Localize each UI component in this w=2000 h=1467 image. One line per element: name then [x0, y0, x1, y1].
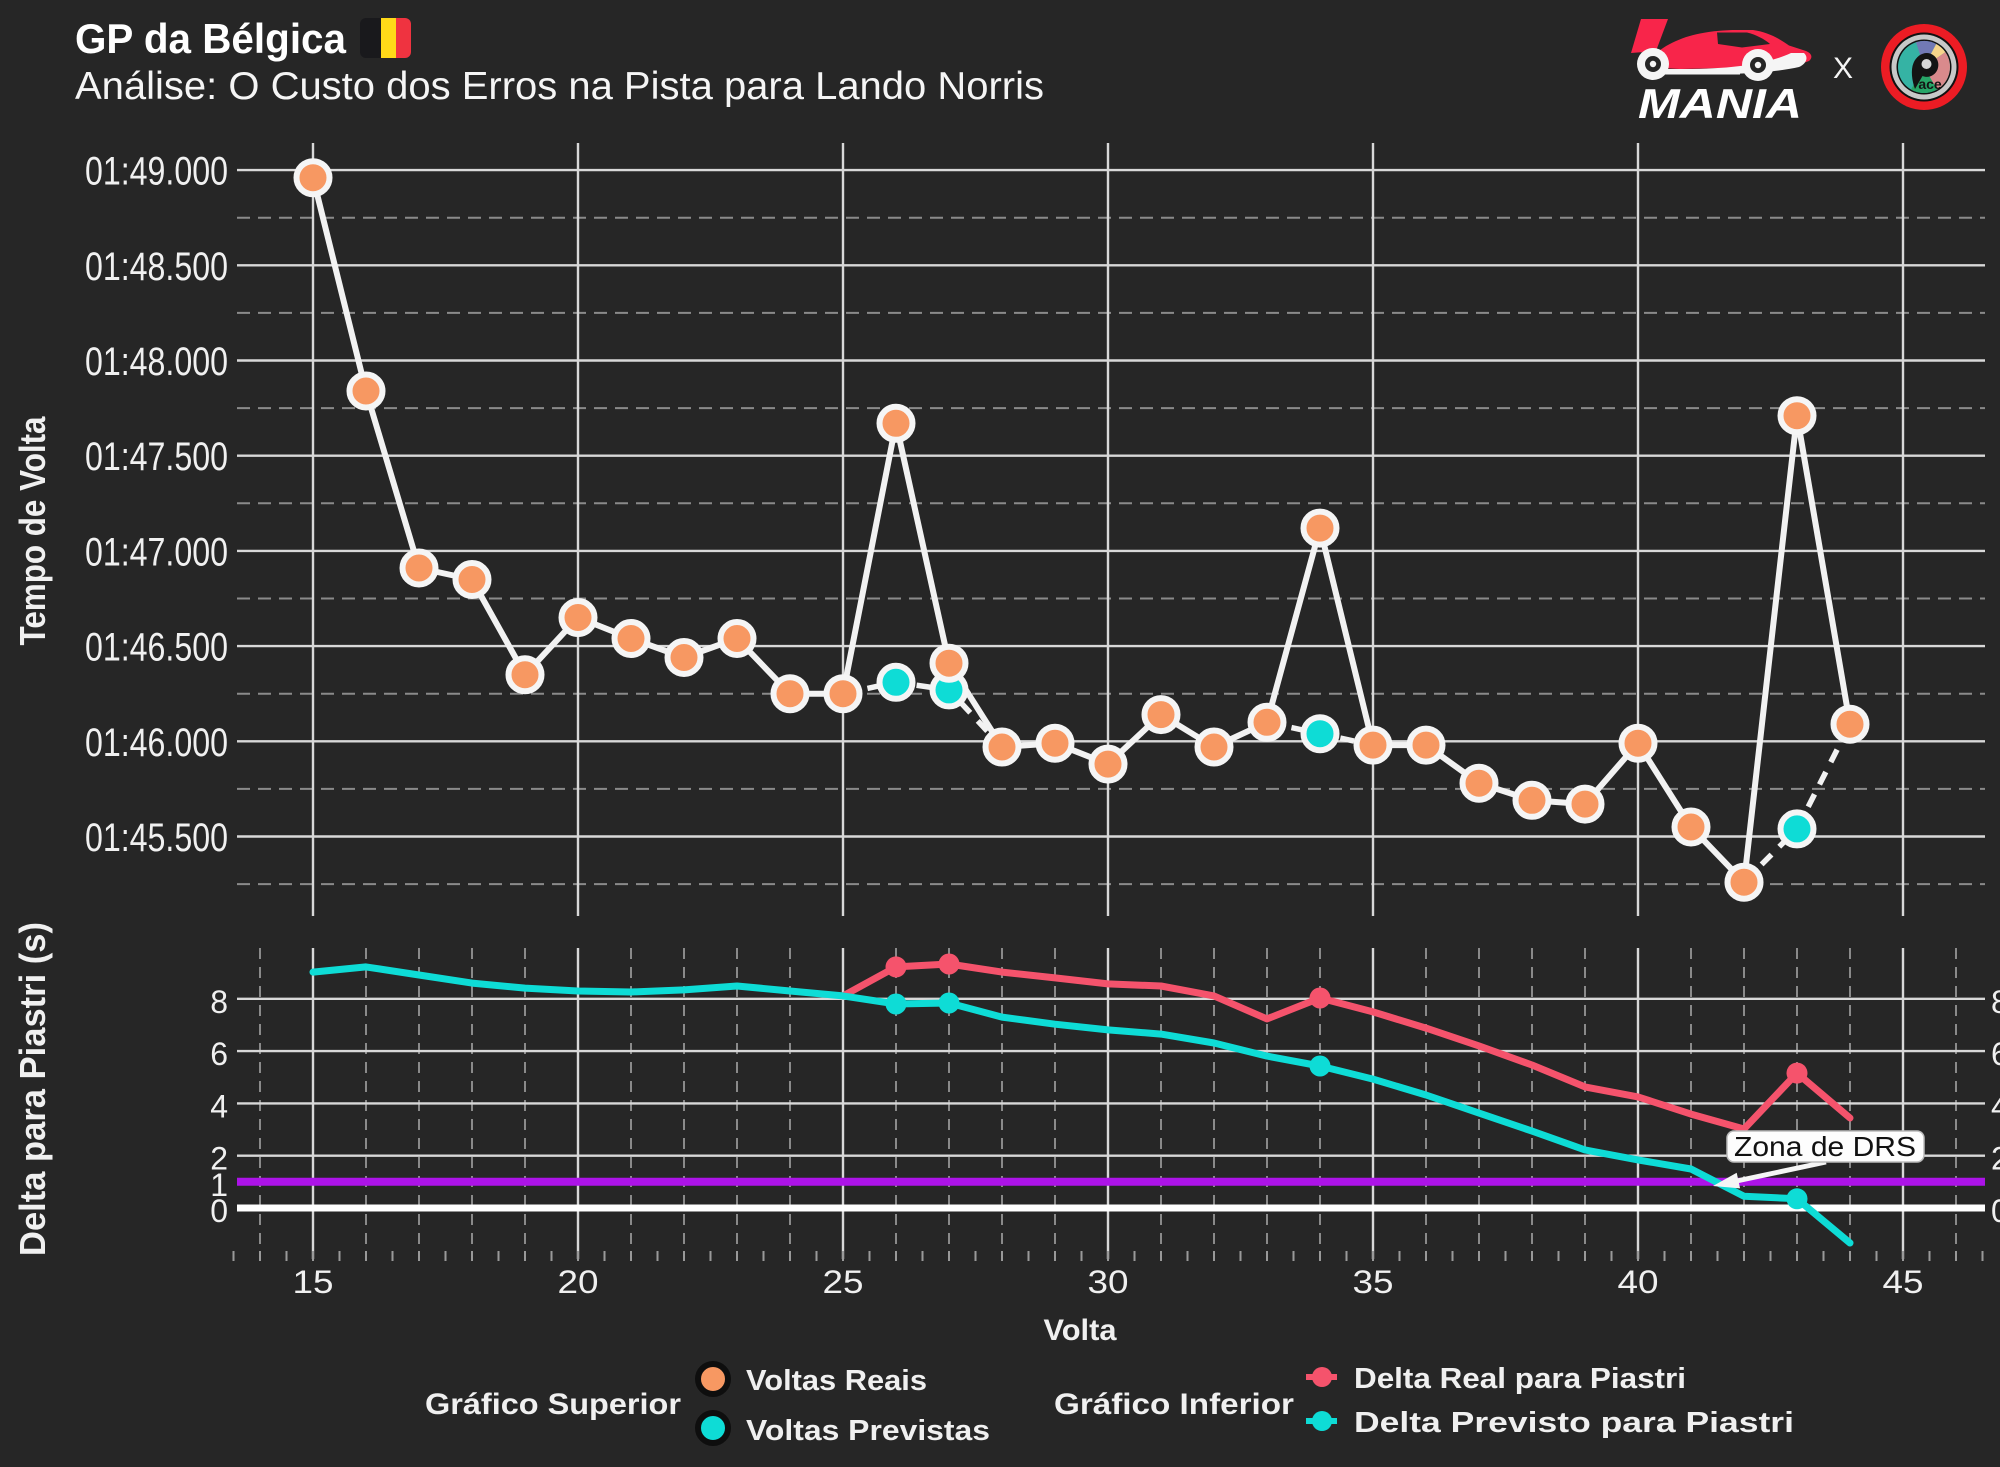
svg-text:40: 40: [1618, 1264, 1659, 1300]
svg-text:2: 2: [1991, 1141, 2000, 1177]
svg-text:01:49.000: 01:49.000: [85, 150, 228, 194]
svg-text:1: 1: [210, 1167, 228, 1203]
svg-text:01:46.500: 01:46.500: [85, 626, 228, 670]
svg-text:8: 8: [210, 984, 228, 1020]
svg-text:Delta Previsto para Piastri: Delta Previsto para Piastri: [1354, 1407, 1794, 1439]
svg-text:Gráfico Inferior: Gráfico Inferior: [1054, 1388, 1294, 1421]
svg-text:6: 6: [1991, 1036, 2000, 1072]
svg-text:MANIA: MANIA: [1638, 80, 1802, 127]
svg-text:4: 4: [1991, 1088, 2000, 1124]
svg-text:Voltas Reais: Voltas Reais: [746, 1365, 927, 1397]
svg-text:45: 45: [1883, 1264, 1924, 1300]
svg-text:01:48.500: 01:48.500: [85, 245, 228, 289]
svg-text:8: 8: [1991, 984, 2000, 1020]
svg-text:30: 30: [1088, 1264, 1129, 1300]
svg-text:Volta: Volta: [1044, 1314, 1117, 1347]
svg-text:Delta para Piastri (s): Delta para Piastri (s): [12, 922, 53, 1256]
svg-text:Delta Real para Piastri: Delta Real para Piastri: [1354, 1363, 1686, 1395]
svg-text:2: 2: [210, 1141, 228, 1177]
svg-text:Gráfico Superior: Gráfico Superior: [425, 1388, 681, 1421]
svg-text:01:47.000: 01:47.000: [85, 530, 228, 574]
svg-text:GP da Bélgica: GP da Bélgica: [75, 15, 347, 62]
svg-text:01:45.500: 01:45.500: [85, 816, 228, 860]
svg-text:35: 35: [1353, 1264, 1394, 1300]
svg-text:20: 20: [558, 1264, 599, 1300]
svg-text:Zona de DRS: Zona de DRS: [1734, 1131, 1916, 1162]
svg-text:0: 0: [210, 1193, 228, 1229]
svg-text:ace: ace: [1918, 76, 1942, 92]
svg-text:Análise: O Custo dos Erros na: Análise: O Custo dos Erros na Pista para…: [75, 65, 1044, 108]
svg-text:01:46.000: 01:46.000: [85, 721, 228, 765]
svg-text:Tempo de Volta: Tempo de Volta: [12, 416, 53, 646]
svg-text:25: 25: [823, 1264, 864, 1300]
svg-text:X: X: [1833, 52, 1853, 85]
svg-text:01:47.500: 01:47.500: [85, 435, 228, 479]
svg-text:4: 4: [210, 1088, 228, 1124]
svg-text:01:48.000: 01:48.000: [85, 340, 228, 384]
svg-text:Voltas Previstas: Voltas Previstas: [746, 1415, 990, 1447]
svg-text:15: 15: [293, 1264, 334, 1300]
svg-text:6: 6: [210, 1036, 228, 1072]
svg-text:0: 0: [1991, 1193, 2000, 1229]
